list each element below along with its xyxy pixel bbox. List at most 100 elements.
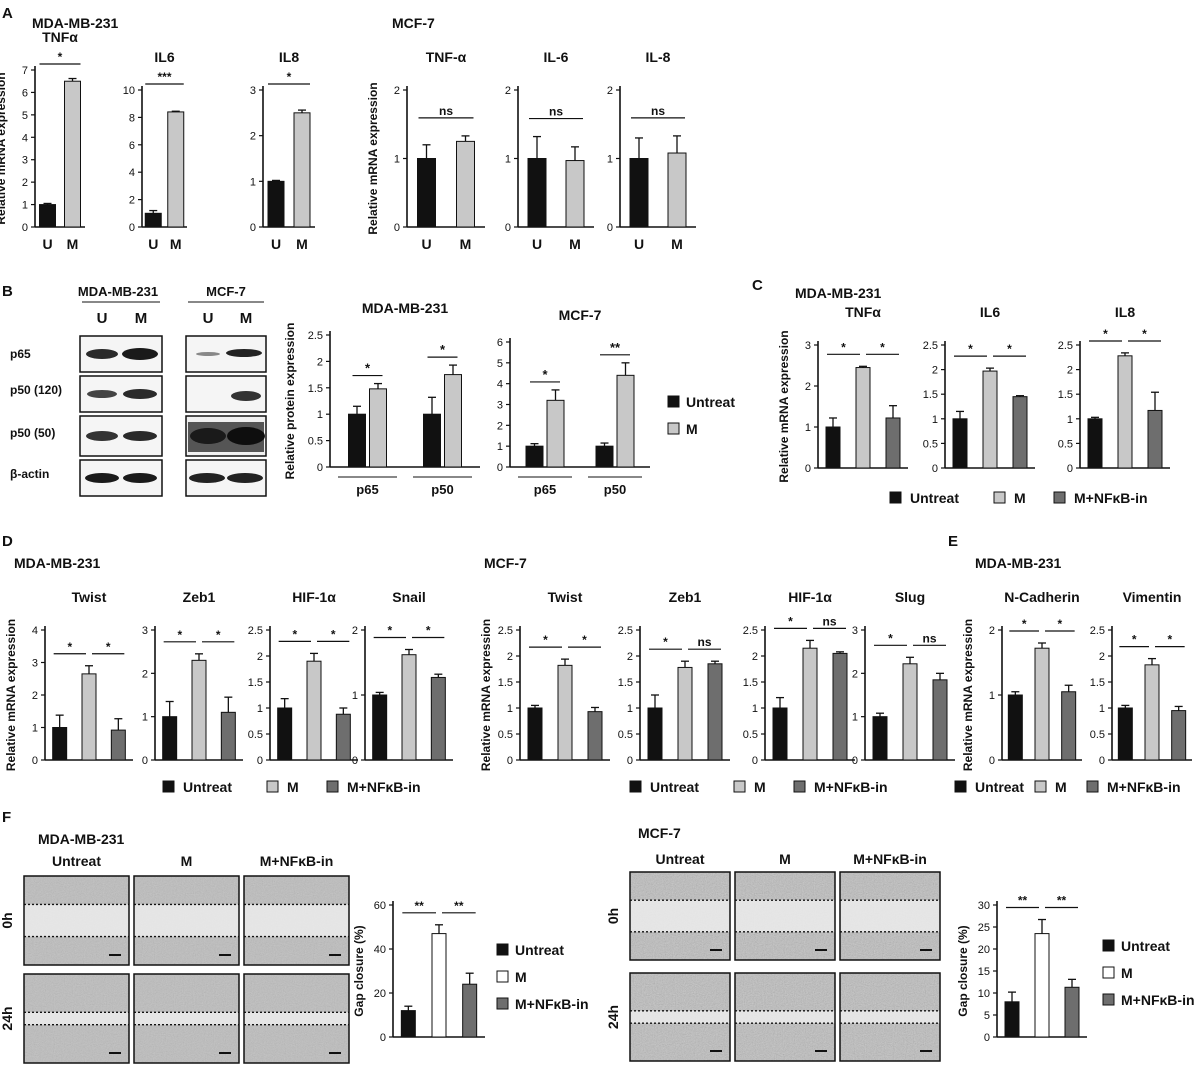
y-tick-label: 2.5 (923, 340, 938, 352)
bar (1012, 396, 1028, 469)
legend-swatch (1102, 993, 1115, 1006)
y-tick-label: 0 (1067, 463, 1073, 475)
bar (52, 727, 68, 761)
bar (144, 212, 162, 228)
y-tick-label: 2 (607, 85, 613, 97)
bar (1117, 707, 1133, 761)
y-tick-label: 4 (22, 132, 28, 144)
y-tick-label: 1 (989, 690, 995, 702)
blot-band (87, 390, 117, 398)
bar (430, 676, 446, 761)
y-tick-label: 2 (142, 668, 148, 680)
y-tick-label: 2.5 (498, 625, 513, 637)
y-tick-label: 2 (805, 381, 811, 393)
bar (462, 983, 478, 1038)
bar (81, 673, 97, 761)
legend-swatch (496, 997, 509, 1010)
scratch-frame (734, 871, 836, 961)
blot-band (231, 391, 261, 401)
y-tick-label: 0.5 (1090, 729, 1105, 741)
chart-title: IL8 (279, 49, 299, 65)
blot-row-label: β-actin (10, 467, 49, 481)
y-tick-label: 7 (22, 65, 28, 77)
significance-label: * (788, 614, 793, 628)
y-tick-label: 1 (805, 422, 811, 434)
y-tick-label: 4 (497, 379, 503, 391)
y-tick-label: 1 (627, 703, 633, 715)
chart-d7: 0 0.5 1 1.5 2 2.5 HIF-1α * ns (743, 589, 855, 767)
y-tick-label: 0 (250, 222, 256, 234)
scratch-gap (24, 904, 129, 937)
legend-label: M+NFκB-in (515, 996, 589, 1012)
legends: Untreat M Untreat M M+NFκB-in Untreat M M+NFκB-… (162, 394, 1195, 1012)
legend-label: M+NFκB-in (1121, 992, 1195, 1008)
legend-label: M+NFκB-in (347, 779, 421, 795)
chart-d3: 0 0.5 1 1.5 2 2.5 HIF-1α * * (248, 589, 358, 767)
y-axis-label: Relative mRNA expression (479, 619, 493, 771)
y-tick-label: 1 (507, 703, 513, 715)
chart-title: IL-8 (646, 49, 671, 65)
y-tick-label: 2 (932, 365, 938, 377)
y-tick-label: 1 (932, 414, 938, 426)
y-tick-label: 1.5 (308, 383, 323, 395)
cell-line-title: MDA-MB-231 (795, 285, 882, 301)
chart-title: HIF-1α (292, 589, 336, 605)
cell-line-title: MDA-MB-231 (38, 831, 125, 847)
bar (267, 180, 285, 228)
western-blot: MDA-MB-231 U M MCF-7 U M p65 p50 (120) p… (10, 284, 267, 497)
bar (1034, 933, 1050, 1038)
y-tick-label: 0 (852, 755, 858, 767)
bar (369, 388, 387, 468)
legend-label: M (754, 779, 766, 795)
bar (431, 933, 447, 1038)
scratch-gap (134, 904, 239, 937)
scratch-gap (630, 1010, 730, 1024)
chart-title: TNFα (845, 304, 881, 320)
y-axis-label: Relative mRNA expression (4, 619, 18, 771)
y-tick-label: 25 (978, 922, 990, 934)
y-tick-label: 30 (978, 900, 990, 912)
y-tick-label: 2 (1067, 365, 1073, 377)
cell-line-title: MCF-7 (638, 825, 681, 841)
y-tick-label: 6 (129, 140, 135, 152)
legend-label: Untreat (975, 779, 1024, 795)
y-axis-label: Gap closure (%) (352, 925, 366, 1016)
x-tick-label: U (271, 236, 281, 252)
significance-label: * (67, 640, 72, 654)
legend-swatch (496, 970, 509, 983)
chart-d4: 0 1 2 Snail * * (352, 589, 453, 767)
significance-label: ** (414, 899, 424, 913)
significance-label: ** (610, 340, 621, 355)
y-tick-label: 3 (852, 625, 858, 637)
chart-d2: 0 1 2 3 Zeb1 * * (142, 589, 243, 767)
bar (335, 713, 351, 761)
y-tick-label: 8 (129, 112, 135, 124)
legend-label: M (515, 969, 527, 985)
legend-swatch (496, 943, 509, 956)
bar (802, 647, 818, 761)
legend-label: M (287, 779, 299, 795)
y-tick-label: 1 (257, 703, 263, 715)
y-tick-label: 2 (352, 625, 358, 637)
y-tick-label: 0.5 (743, 729, 758, 741)
scratch-gap (735, 1010, 835, 1024)
cell-line-title: MCF-7 (392, 15, 435, 31)
legend-label: Untreat (1121, 938, 1170, 954)
legend-label: Untreat (686, 394, 735, 410)
y-tick-label: 0 (497, 462, 503, 474)
significance-label: * (1022, 617, 1027, 631)
significance-label: * (292, 627, 297, 641)
bar (401, 654, 417, 761)
y-tick-label: 1 (250, 176, 256, 188)
bar (932, 679, 948, 761)
legend-label: Untreat (910, 490, 959, 506)
chart-title: TNF-α (426, 49, 467, 65)
significance-label: * (331, 627, 336, 641)
y-tick-label: 2 (129, 195, 135, 207)
scratch-row-label: 0h (0, 912, 15, 928)
bar (872, 716, 888, 761)
y-tick-label: 2.5 (1058, 340, 1073, 352)
chart-a3: 0 1 2 3 IL8 U M * (250, 49, 315, 252)
blot-group-label: MCF-7 (206, 284, 246, 299)
legend-swatch (162, 780, 175, 793)
